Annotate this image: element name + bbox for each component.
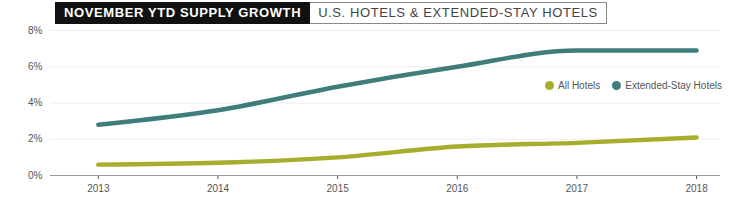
svg-text:2016: 2016 (446, 183, 469, 194)
svg-text:2014: 2014 (207, 183, 230, 194)
svg-text:2018: 2018 (685, 183, 708, 194)
svg-text:4%: 4% (28, 97, 43, 108)
svg-text:0%: 0% (28, 170, 43, 181)
svg-text:6%: 6% (28, 61, 43, 72)
html-text:All Hotels: All Hotels (558, 80, 601, 91)
html-text:U.S. HOTELS & EXTENDED-STAY HO: U.S. HOTELS & EXTENDED-STAY HOTELS (318, 5, 598, 20)
svg-text:2013: 2013 (87, 183, 110, 194)
svg-text:8%: 8% (28, 25, 43, 36)
svg-text:2017: 2017 (566, 183, 589, 194)
html-text:Extended-Stay Hotels: Extended-Stay Hotels (625, 80, 722, 91)
html-text:NOVEMBER YTD SUPPLY GROWTH: NOVEMBER YTD SUPPLY GROWTH (64, 5, 302, 20)
svg-text:2015: 2015 (327, 183, 350, 194)
svg-text:2%: 2% (28, 133, 43, 144)
